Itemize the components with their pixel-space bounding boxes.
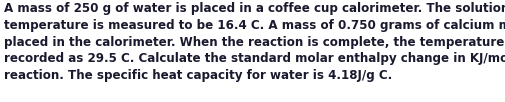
Text: A mass of 250 g of water is placed in a coffee cup calorimeter. The solution's
t: A mass of 250 g of water is placed in a … <box>4 2 505 82</box>
